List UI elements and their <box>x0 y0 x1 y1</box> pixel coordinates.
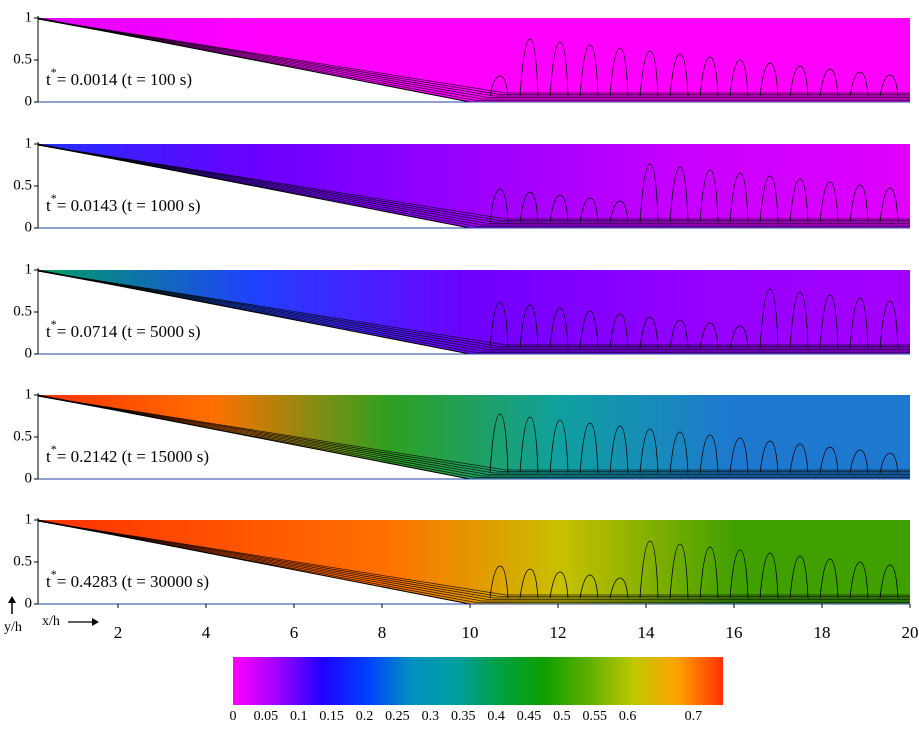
colorbar-tick-label: 0.6 <box>619 709 637 724</box>
y-arrowhead <box>8 596 16 603</box>
colorbar-tick-label: 0.7 <box>685 709 703 724</box>
x-tick-label: 16 <box>726 623 743 642</box>
label-text: = 0.4283 (t = 30000 s) <box>57 572 209 591</box>
y-tick-label: 0 <box>25 93 33 109</box>
colorbar-tick-label: 0.5 <box>553 709 571 724</box>
x-arrowhead <box>92 618 99 626</box>
x-tick-label: 2 <box>114 623 123 642</box>
panel-label: t*= 0.4283 (t = 30000 s) <box>46 567 209 591</box>
label-text: = 0.0143 (t = 1000 s) <box>57 196 201 215</box>
colorbar-tick-label: 0.45 <box>517 709 542 724</box>
colorbar-tick-label: 0.55 <box>582 709 607 724</box>
panel-label: t*= 0.0714 (t = 5000 s) <box>46 317 201 341</box>
y-axis-label: y/h <box>4 620 22 635</box>
x-tick-label: 18 <box>814 623 831 642</box>
figure: x/h y/h 0 0.5 1 t*= 0.0014 (t = 100 s) 0 0.5 1… <box>0 0 919 728</box>
colorbar-tick-label: 0.2 <box>356 709 374 724</box>
y-tick-label: 0 <box>25 595 33 611</box>
colorbar-tick-label: 0.35 <box>451 709 476 724</box>
panel-label: t*= 0.2142 (t = 15000 s) <box>46 442 209 466</box>
label-text: = 0.0014 (t = 100 s) <box>57 70 192 89</box>
y-tick-label: 0.5 <box>13 303 32 319</box>
y-tick-label: 0 <box>25 345 33 361</box>
x-tick-label: 14 <box>638 623 656 642</box>
colorbar-tick-label: 0.25 <box>385 709 410 724</box>
field <box>38 395 910 479</box>
colorbar-tick-label: 0.15 <box>319 709 344 724</box>
y-tick-label: 0 <box>25 219 33 235</box>
panel-label: t*= 0.0143 (t = 1000 s) <box>46 191 201 215</box>
colorbar-tick-label: 0.05 <box>254 709 279 724</box>
field <box>38 270 910 354</box>
label-text: = 0.0714 (t = 5000 s) <box>57 322 201 341</box>
panel-label: t*= 0.0014 (t = 100 s) <box>46 65 192 89</box>
y-tick-label: 1 <box>25 386 33 402</box>
y-tick-label: 0 <box>25 470 33 486</box>
x-tick-label: 10 <box>462 623 479 642</box>
field <box>38 520 910 604</box>
colorbar-tick-label: 0.4 <box>487 709 505 724</box>
x-tick-label: 12 <box>550 623 567 642</box>
y-tick-label: 0.5 <box>13 177 32 193</box>
x-axis-label: x/h <box>42 614 60 629</box>
x-tick-label: 4 <box>202 623 211 642</box>
y-tick-label: 0.5 <box>13 428 32 444</box>
y-tick-label: 1 <box>25 261 33 277</box>
y-tick-label: 1 <box>25 135 33 151</box>
y-tick-label: 0.5 <box>13 51 32 67</box>
y-tick-label: 0.5 <box>13 553 32 569</box>
x-tick-label: 6 <box>290 623 299 642</box>
field <box>38 18 910 102</box>
colorbar-tick-label: 0 <box>230 709 237 724</box>
label-text: = 0.2142 (t = 15000 s) <box>57 447 209 466</box>
x-tick-label: 20 <box>902 623 919 642</box>
y-tick-label: 1 <box>25 511 33 527</box>
colorbar-tick-label: 0.3 <box>422 709 440 724</box>
y-tick-label: 1 <box>25 9 33 25</box>
colorbar <box>233 657 723 705</box>
x-tick-label: 8 <box>378 623 387 642</box>
colorbar-tick-label: 0.1 <box>290 709 308 724</box>
field <box>38 144 910 228</box>
